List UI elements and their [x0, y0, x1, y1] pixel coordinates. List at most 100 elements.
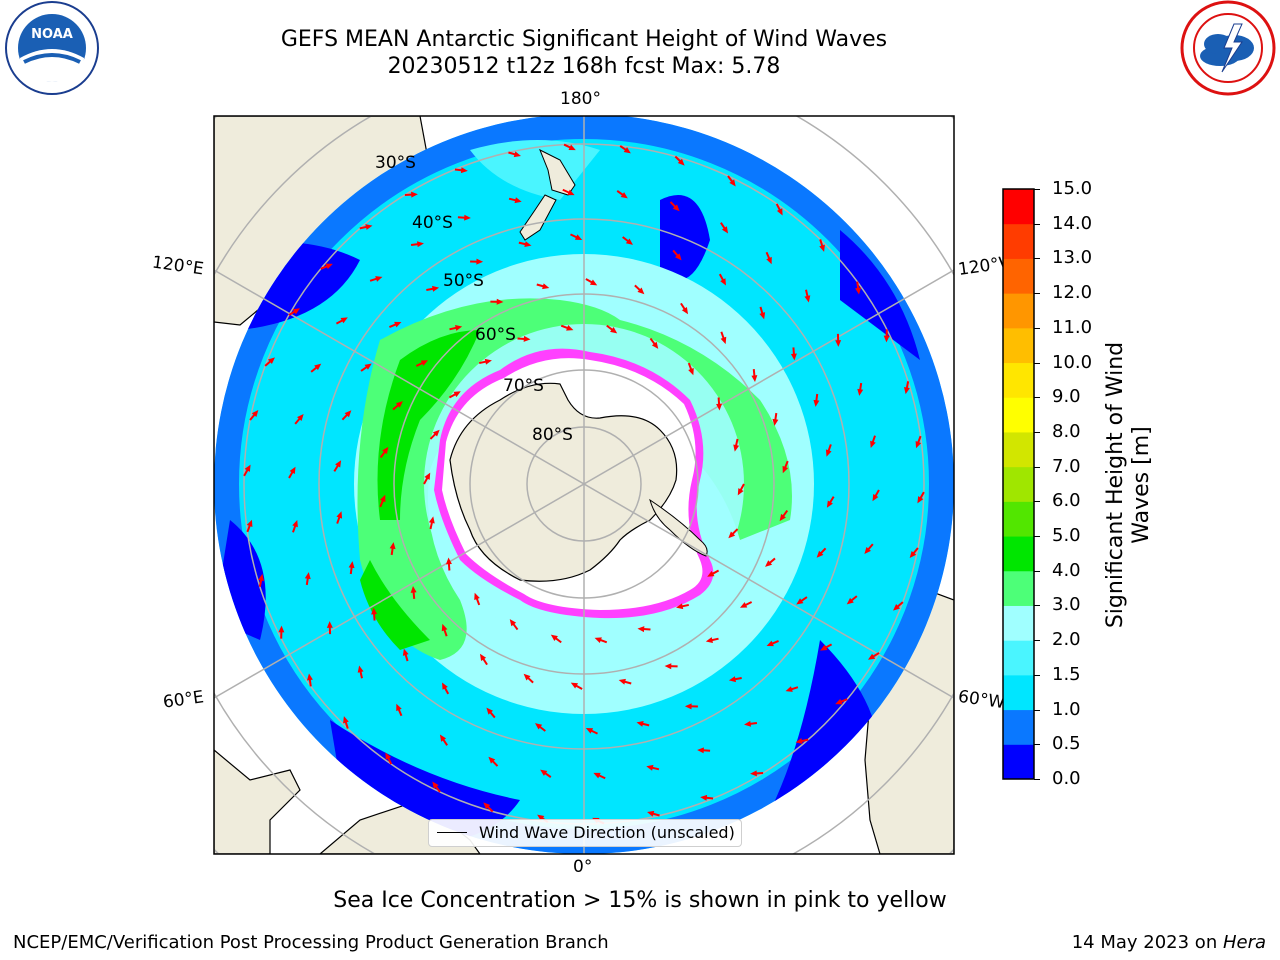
- colorbar-cell: [1003, 536, 1034, 572]
- wave-arrow-head: [716, 403, 723, 411]
- colorbar-cell: [1003, 605, 1034, 641]
- wave-arrow-head: [488, 756, 496, 764]
- colorbar-tick-mark: [1034, 640, 1040, 642]
- colorbar-tick-label: 3.0: [1052, 594, 1081, 616]
- wave-arrow-head: [779, 513, 786, 522]
- wave-arrow-head: [637, 287, 645, 295]
- wave-arrow-head: [804, 295, 811, 303]
- colorbar-tick-label: 1.5: [1052, 663, 1081, 685]
- colorbar: [1002, 188, 1035, 780]
- wave-arrow-head: [585, 728, 594, 734]
- wave-arrow-head: [395, 401, 403, 408]
- wave-arrow-head: [343, 716, 349, 724]
- colorbar-label: Significant Height of Wind Waves [m]: [1103, 341, 1154, 629]
- antarctica: [449, 382, 678, 582]
- wave-arrow-head: [720, 278, 726, 286]
- wave-arrow-head: [785, 686, 793, 692]
- wave-arrow-head: [371, 607, 378, 615]
- wave-arrow-head: [729, 179, 736, 187]
- wave-arrow-head: [496, 298, 504, 305]
- wave-arrow-head: [420, 360, 429, 366]
- wave-arrow-head: [750, 770, 757, 777]
- colorbar-tick-label: 15.0: [1052, 178, 1093, 199]
- nws-logo: [1180, 0, 1276, 96]
- wave-arrow-head: [523, 673, 531, 681]
- wave-arrow-head: [432, 285, 440, 292]
- wave-arrow-head: [428, 516, 435, 524]
- wave-arrow-head: [700, 794, 708, 801]
- wave-arrow-head: [509, 619, 517, 627]
- wave-arrow-head: [542, 283, 550, 290]
- wave-arrow-head: [733, 444, 740, 452]
- wave-arrow-head: [382, 446, 389, 455]
- wave-arrow-head: [460, 167, 468, 174]
- wave-arrow-head: [550, 634, 558, 641]
- wave-arrow-head: [610, 327, 618, 334]
- colorbar-tick-label: 2.0: [1052, 629, 1081, 651]
- wave-arrow-head: [251, 409, 259, 418]
- wave-arrow-head: [432, 781, 439, 789]
- chart-subtitle: 20230512 t12z 168h fcst Max: 5.78: [387, 54, 781, 79]
- wave-arrow-head: [646, 764, 654, 771]
- wave-arrow-head: [389, 542, 396, 550]
- colorbar-tick-mark: [1034, 466, 1040, 468]
- wave-arrow-head: [728, 676, 736, 683]
- wave-arrow-head: [675, 253, 682, 261]
- wave-arrow-head: [246, 519, 253, 528]
- wave-arrow-head: [314, 363, 322, 371]
- wave-arrow-head: [289, 466, 296, 474]
- wave-arrow-head: [357, 665, 364, 673]
- chart-title: GEFS MEAN Antarctic Significant Height o…: [280, 27, 888, 52]
- colorbar-tick-mark: [1034, 258, 1040, 260]
- colorbar-tick-mark: [1034, 431, 1040, 433]
- lat-label-60: 60°S: [475, 325, 516, 345]
- colorbar-tick-label: 7.0: [1052, 455, 1081, 477]
- wave-arrow-head: [445, 557, 452, 565]
- wave-arrow-head: [486, 707, 493, 715]
- wave-arrow-head: [244, 464, 251, 472]
- wave-arrow-head: [625, 238, 633, 245]
- wave-arrow-head: [737, 488, 744, 496]
- wave-arrow-head: [402, 648, 409, 656]
- colorbar-cell: [1003, 327, 1034, 364]
- wave-arrow-head: [864, 547, 871, 555]
- footer-credit: NCEP/EMC/Verification Post Processing Pr…: [13, 932, 609, 953]
- colorbar-tick-mark: [1034, 570, 1040, 572]
- wave-arrow-head: [909, 550, 917, 559]
- wave-arrow-head: [523, 335, 531, 342]
- wave-arrow-head: [681, 307, 689, 315]
- wave-arrow-head: [772, 418, 779, 426]
- wave-arrow-head: [672, 204, 680, 212]
- colorbar-cell: [1003, 466, 1034, 502]
- wave-arrow-head: [394, 321, 402, 328]
- wave-arrow-head: [379, 494, 386, 503]
- wave-arrow-head: [453, 391, 461, 398]
- wave-arrow-head: [385, 752, 392, 760]
- colorbar-cell: [1003, 223, 1034, 259]
- colorbar-cell: [1003, 362, 1034, 398]
- wave-arrow-head: [267, 357, 275, 365]
- wave-arrow-head: [566, 325, 574, 331]
- wave-arrow-head: [651, 341, 659, 349]
- wave-arrow-head: [514, 197, 522, 204]
- colorbar-tick-mark: [1034, 779, 1040, 780]
- colorbar-tick-mark: [1034, 223, 1040, 225]
- wave-arrow-head: [855, 287, 862, 295]
- colorbar-tick-mark: [1034, 709, 1040, 711]
- colorbar-tick-label: 1.0: [1052, 698, 1081, 720]
- wave-arrow-head: [483, 802, 491, 810]
- wave-arrow-head: [790, 353, 797, 361]
- wave-arrow-head: [335, 460, 342, 468]
- wave-arrow-head: [297, 413, 304, 421]
- wave-arrow-head: [537, 814, 545, 821]
- wave-arrow-head: [721, 226, 729, 234]
- wave-arrow-head: [424, 472, 431, 480]
- colorbar-cell: [1003, 258, 1034, 294]
- wave-arrow-head: [893, 603, 901, 611]
- wave-arrow-head: [664, 663, 672, 670]
- colorbar-tick-mark: [1034, 605, 1040, 607]
- wave-arrow-head: [705, 637, 713, 643]
- wave-arrow-head: [820, 644, 828, 651]
- wave-arrow-head: [540, 769, 548, 776]
